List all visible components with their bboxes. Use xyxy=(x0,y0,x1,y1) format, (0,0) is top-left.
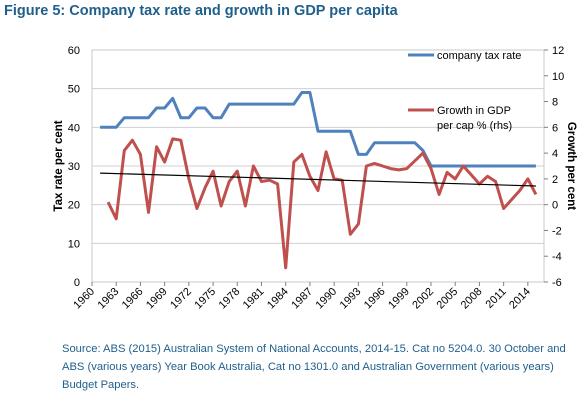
y2-axis-title: Growth per cent xyxy=(565,122,577,210)
y-axis-title: Tax rate per cent xyxy=(53,120,65,211)
x-tick-label: 1969 xyxy=(144,286,170,312)
legend: company tax rate Growth in GDP per cap %… xyxy=(408,50,521,132)
x-tick-label: 2011 xyxy=(484,286,509,311)
y-tick-label: 30 xyxy=(68,161,80,173)
y2-tick-label: -4 xyxy=(552,251,562,263)
legend-label-tax: company tax rate xyxy=(437,50,521,62)
x-tick-label: 1993 xyxy=(338,286,364,312)
x-tick-label: 1978 xyxy=(217,286,243,312)
x-tick-label: 1987 xyxy=(289,286,315,312)
y2-tick-label: -2 xyxy=(552,225,562,237)
x-tick-label: 1960 xyxy=(71,286,97,312)
x-tick-label: 1984 xyxy=(265,286,291,312)
legend-label-growth: Growth in GDP per cap % (rhs) xyxy=(437,105,514,132)
y-tick-label: 40 xyxy=(68,122,80,134)
x-tick-label: 1996 xyxy=(362,286,388,312)
y2-tick-label: 4 xyxy=(552,148,558,160)
y2-tick-label: 12 xyxy=(552,45,564,57)
x-tick-label: 1981 xyxy=(241,286,267,312)
series-layer xyxy=(100,91,538,270)
x-axis-ticks: 1960196319661969197219751978198119841987… xyxy=(71,282,533,311)
y2-tick-label: 8 xyxy=(552,97,558,109)
x-tick-label: 1972 xyxy=(168,286,194,312)
y2-tick-label: 2 xyxy=(552,174,558,186)
y2-tick-label: 6 xyxy=(552,122,558,134)
y-tick-label: 60 xyxy=(68,45,80,57)
y2-tick-label: -6 xyxy=(552,277,562,289)
left-axis-ticks: 0 10 20 30 40 50 60 xyxy=(68,45,80,289)
y-tick-label: 50 xyxy=(68,84,80,96)
trend-line xyxy=(100,172,536,187)
x-tick-label: 1966 xyxy=(120,286,146,312)
y-tick-label: 20 xyxy=(68,200,80,212)
series-line-gdp-growth xyxy=(106,137,538,270)
figure-title: Figure 5: Company tax rate and growth in… xyxy=(4,3,398,19)
right-axis-ticks: -6 -4 -2 0 2 4 6 8 10 12 xyxy=(544,45,564,289)
x-tick-label: 2005 xyxy=(435,286,461,312)
y-tick-label: 0 xyxy=(74,277,80,289)
x-tick-label: 2002 xyxy=(410,286,436,312)
source-note: Source: ABS (2015) Australian System of … xyxy=(62,343,566,391)
x-tick-label: 1990 xyxy=(313,286,339,312)
x-tick-label: 2014 xyxy=(507,286,533,312)
y2-tick-label: 10 xyxy=(552,71,564,83)
y-tick-label: 10 xyxy=(68,238,80,250)
y2-tick-label: 0 xyxy=(552,200,558,212)
legend-label-growth-line1: Growth in GDP xyxy=(437,105,511,117)
x-tick-label: 1963 xyxy=(96,286,122,312)
x-tick-label: 2008 xyxy=(459,286,485,312)
x-tick-label: 1975 xyxy=(192,286,218,312)
x-tick-label: 1999 xyxy=(386,286,412,312)
legend-label-growth-line2: per cap % (rhs) xyxy=(437,120,512,132)
